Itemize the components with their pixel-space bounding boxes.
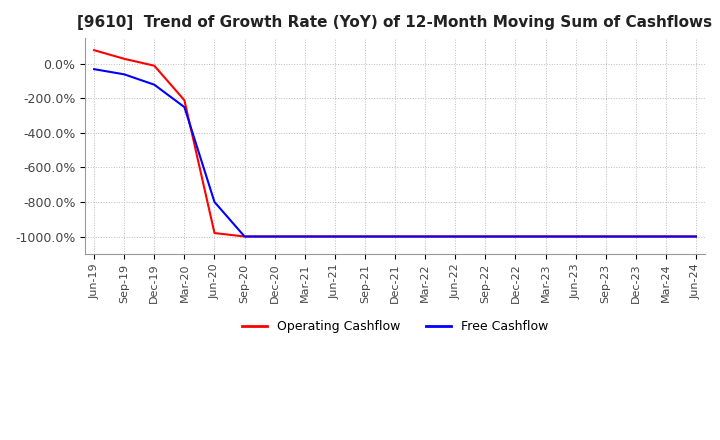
Legend: Operating Cashflow, Free Cashflow: Operating Cashflow, Free Cashflow <box>237 315 553 338</box>
Title: [9610]  Trend of Growth Rate (YoY) of 12-Month Moving Sum of Cashflows: [9610] Trend of Growth Rate (YoY) of 12-… <box>78 15 713 30</box>
